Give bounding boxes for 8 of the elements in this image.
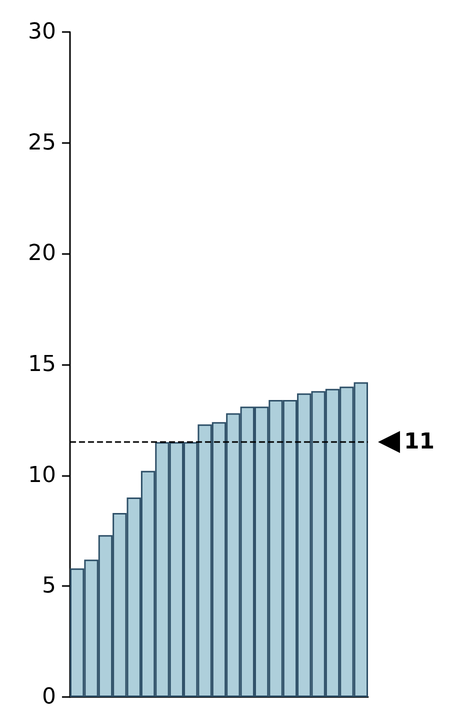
- y-tick-label: 25: [28, 130, 56, 156]
- y-tick-label: 10: [28, 462, 56, 488]
- ref-line-label: 11: [404, 430, 435, 455]
- y-tick-label: 15: [28, 352, 56, 377]
- y-tick-label: 5: [42, 574, 56, 599]
- y-tick-label: 0: [42, 684, 56, 710]
- y-tick-label: 20: [28, 241, 56, 266]
- y-tick-label: 30: [28, 20, 56, 44]
